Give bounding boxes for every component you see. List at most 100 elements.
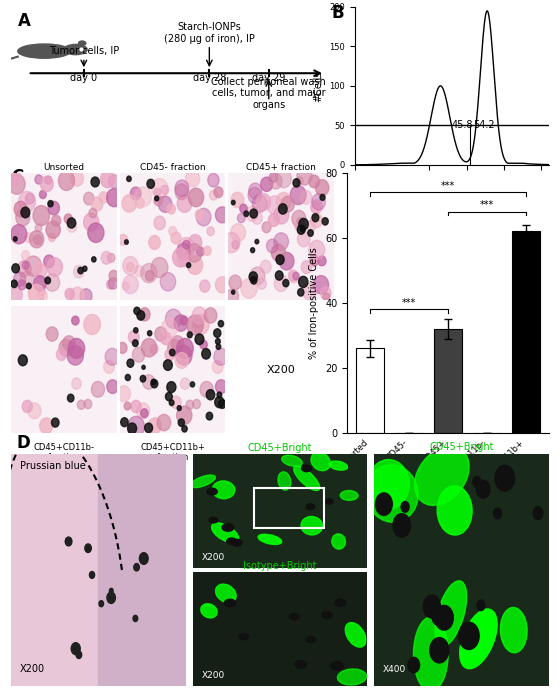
Circle shape <box>231 200 235 204</box>
Bar <box>254 488 324 528</box>
Circle shape <box>161 185 169 195</box>
Circle shape <box>34 263 43 273</box>
Circle shape <box>137 310 144 320</box>
Circle shape <box>212 360 223 374</box>
Circle shape <box>67 394 74 402</box>
Circle shape <box>12 264 20 273</box>
Circle shape <box>125 374 130 380</box>
Circle shape <box>244 211 249 216</box>
Circle shape <box>139 308 150 321</box>
Circle shape <box>21 207 30 218</box>
Circle shape <box>175 184 188 200</box>
Circle shape <box>91 381 105 397</box>
Circle shape <box>135 186 151 207</box>
Text: Unsorted: Unsorted <box>43 163 85 172</box>
Circle shape <box>18 261 31 277</box>
Circle shape <box>58 171 74 191</box>
Circle shape <box>298 277 308 288</box>
Ellipse shape <box>201 604 217 618</box>
Ellipse shape <box>367 459 409 509</box>
Circle shape <box>276 255 284 265</box>
Circle shape <box>72 378 81 389</box>
Circle shape <box>22 251 30 260</box>
Circle shape <box>171 396 181 409</box>
Circle shape <box>91 197 103 211</box>
Circle shape <box>195 210 204 220</box>
Circle shape <box>118 342 127 353</box>
Circle shape <box>85 544 91 552</box>
Circle shape <box>26 283 31 289</box>
Circle shape <box>136 198 144 209</box>
Circle shape <box>227 538 237 545</box>
Circle shape <box>101 252 112 264</box>
Text: ***: *** <box>480 200 494 211</box>
Circle shape <box>52 418 59 427</box>
Circle shape <box>250 247 255 253</box>
Circle shape <box>89 209 97 218</box>
Circle shape <box>182 426 187 432</box>
Circle shape <box>256 193 270 211</box>
Ellipse shape <box>301 516 323 535</box>
Circle shape <box>267 239 278 253</box>
Text: CD45+CD11b+
fraction: CD45+CD11b+ fraction <box>140 443 205 462</box>
Y-axis label: % of Iron-positive Cells: % of Iron-positive Cells <box>310 247 319 359</box>
Circle shape <box>312 213 319 222</box>
Circle shape <box>47 258 63 277</box>
Circle shape <box>20 271 34 288</box>
Circle shape <box>107 380 118 394</box>
Bar <box>99 454 186 686</box>
Circle shape <box>154 195 162 206</box>
Circle shape <box>39 191 46 199</box>
Circle shape <box>274 233 288 250</box>
Text: X200: X200 <box>202 553 225 562</box>
Circle shape <box>67 218 76 228</box>
Circle shape <box>214 187 223 198</box>
Circle shape <box>274 207 289 224</box>
Circle shape <box>269 174 282 189</box>
Circle shape <box>222 524 234 532</box>
Circle shape <box>260 261 271 273</box>
Circle shape <box>281 196 295 212</box>
Circle shape <box>301 191 312 204</box>
Circle shape <box>311 200 323 213</box>
Circle shape <box>155 327 167 341</box>
Circle shape <box>161 332 171 344</box>
Circle shape <box>169 400 174 405</box>
Circle shape <box>167 204 175 214</box>
Circle shape <box>35 175 43 184</box>
Circle shape <box>477 480 490 498</box>
Circle shape <box>216 380 227 394</box>
Circle shape <box>13 272 26 286</box>
Circle shape <box>309 240 325 259</box>
Circle shape <box>131 401 141 412</box>
Circle shape <box>57 349 66 360</box>
Circle shape <box>430 638 449 663</box>
Circle shape <box>109 270 118 281</box>
Circle shape <box>128 423 137 434</box>
Text: Tumor cells, IP: Tumor cells, IP <box>49 46 119 56</box>
Circle shape <box>177 195 192 212</box>
Circle shape <box>293 179 300 187</box>
Circle shape <box>123 275 138 294</box>
Circle shape <box>150 344 158 354</box>
Circle shape <box>297 167 312 185</box>
Circle shape <box>495 465 515 491</box>
Circle shape <box>322 612 332 618</box>
Circle shape <box>175 353 188 369</box>
Circle shape <box>161 319 178 337</box>
Circle shape <box>216 277 229 293</box>
Ellipse shape <box>346 622 366 647</box>
Circle shape <box>18 355 27 366</box>
Circle shape <box>231 192 244 208</box>
Circle shape <box>80 289 92 303</box>
Circle shape <box>194 319 202 328</box>
Circle shape <box>73 265 84 278</box>
Circle shape <box>124 402 130 410</box>
Text: CD45+ fraction: CD45+ fraction <box>246 163 316 172</box>
Circle shape <box>299 218 309 229</box>
Circle shape <box>40 418 53 434</box>
Circle shape <box>160 272 176 291</box>
Text: Starch-IONPs
(280 μg of iron), IP: Starch-IONPs (280 μg of iron), IP <box>164 22 255 44</box>
Circle shape <box>25 256 41 277</box>
Circle shape <box>144 423 152 432</box>
